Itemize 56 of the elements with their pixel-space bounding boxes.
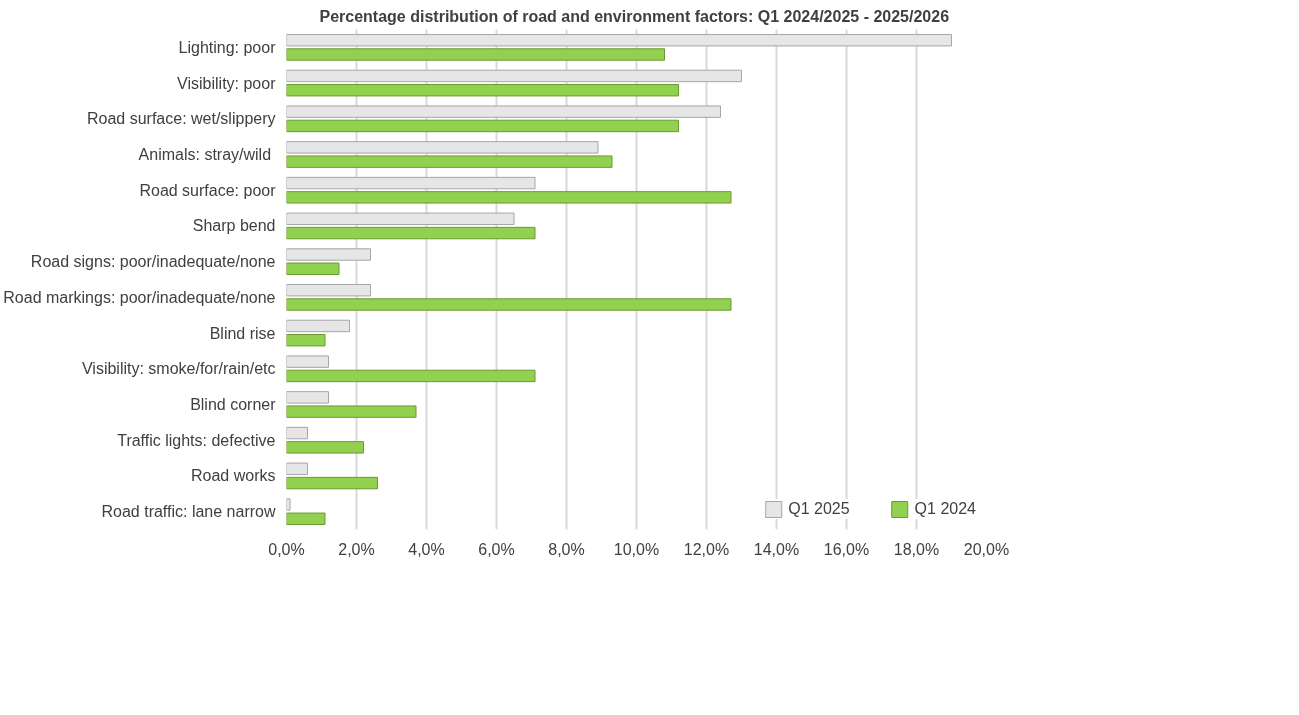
x-tick-label: 20,0%	[963, 540, 1010, 558]
bar	[286, 155, 613, 168]
bar	[286, 476, 378, 490]
bar	[286, 355, 329, 368]
x-tick-label: 14,0%	[753, 540, 800, 558]
bar	[286, 441, 364, 454]
bar	[286, 226, 536, 240]
y-tick-label: Animals: stray/wild	[138, 146, 272, 163]
bar	[286, 48, 665, 61]
x-tick-label: 2,0%	[338, 540, 375, 558]
bar	[286, 498, 291, 511]
y-tick-label: Visibility: poor	[177, 74, 277, 92]
y-tick-label: Blind rise	[209, 324, 276, 342]
y-tick-label: Road markings: poor/inadequate/none	[3, 288, 276, 306]
x-tick-label: 16,0%	[823, 540, 870, 558]
bar	[286, 212, 515, 225]
y-tick-label: Road traffic: lane narrow	[101, 503, 276, 521]
y-tick-label: Sharp bend	[192, 217, 276, 235]
chart-title: Percentage distribution of road and environment factors: Q1 2024/2025 - 2025/2026	[319, 7, 950, 25]
bar	[286, 84, 679, 97]
y-tick-label: Lighting: poor	[178, 38, 277, 56]
x-tick-label: 8,0%	[548, 540, 585, 558]
bar	[286, 405, 417, 418]
x-tick-label: 12,0%	[683, 540, 730, 558]
x-tick-label: 10,0%	[613, 540, 660, 558]
legend-label: Q1 2025	[788, 500, 850, 518]
bar	[286, 462, 308, 475]
bar	[286, 105, 721, 118]
y-tick-label: Visibility: smoke/for/rain/etc	[81, 360, 276, 378]
y-tick-label: Road signs: poor/inadequate/none	[30, 253, 276, 271]
bar	[286, 426, 308, 440]
bar	[286, 119, 679, 133]
bar	[286, 176, 536, 190]
y-tick-label: Road works	[191, 467, 276, 485]
bar	[286, 284, 371, 297]
y-tick-label: Traffic lights: defective	[117, 431, 276, 449]
bar	[286, 369, 536, 383]
y-tick-label: Road surface: poor	[139, 181, 277, 199]
x-tick-label: 6,0%	[478, 540, 515, 558]
bar	[286, 262, 340, 275]
x-tick-label: 4,0%	[408, 540, 445, 558]
bar	[286, 298, 732, 311]
bar	[286, 512, 326, 525]
bar	[286, 191, 732, 204]
x-tick-label: 18,0%	[893, 540, 940, 558]
bar	[286, 334, 326, 347]
bar	[286, 248, 371, 261]
bar	[286, 34, 952, 47]
bar	[286, 141, 599, 154]
legend-label: Q1 2024	[914, 500, 976, 518]
y-tick-label: Blind corner	[190, 396, 277, 413]
bar	[286, 69, 742, 83]
x-tick-label: 0,0%	[268, 540, 305, 558]
bar	[286, 391, 329, 404]
y-tick-label: Road surface: wet/slippery	[86, 110, 276, 128]
bar	[286, 319, 350, 333]
